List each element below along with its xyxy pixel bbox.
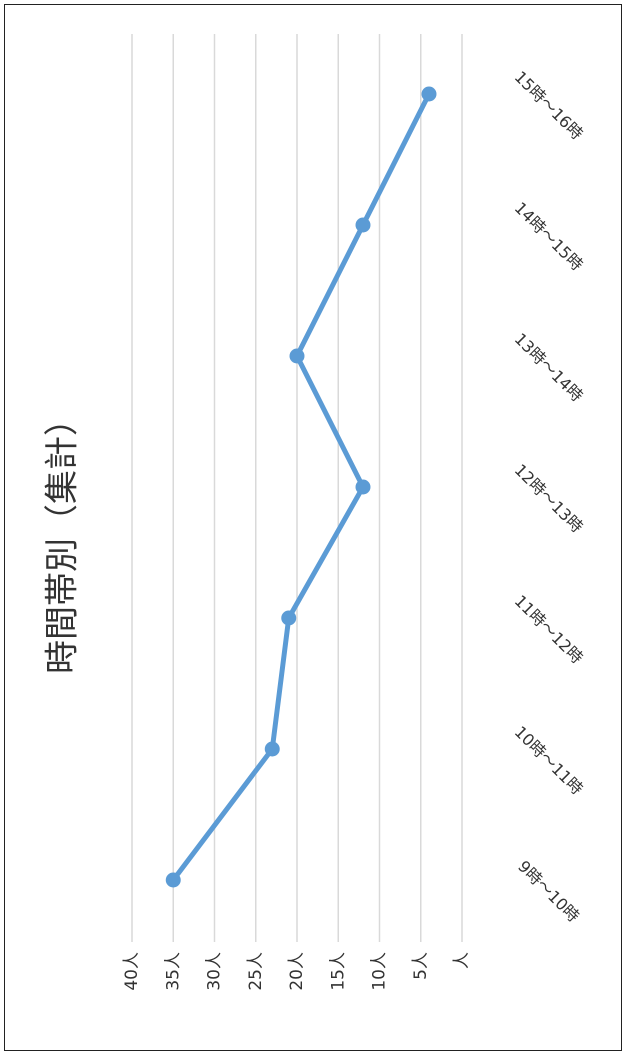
data-point: [421, 86, 437, 102]
y-tick-label: 25人: [246, 952, 266, 991]
category-labels: 9時～10時 10時～11時 11時～12時 12時～13時 13時～14時 14時～15…: [511, 67, 587, 926]
category-label: 9時～10時: [514, 857, 583, 926]
y-axis-tick-labels: 人 5人 10人 15人 20人 25人 30人 35人 40人: [122, 952, 472, 991]
category-label: 13時～14時: [511, 329, 587, 405]
data-point: [355, 217, 371, 233]
category-label: 11時～12時: [511, 591, 587, 667]
y-tick-label: 40人: [122, 952, 142, 991]
category-label: 15時～16時: [511, 67, 587, 143]
data-point: [355, 479, 371, 495]
y-tick-label: 10人: [370, 952, 390, 991]
category-label: 10時～11時: [511, 722, 587, 798]
category-label: 14時～15時: [511, 198, 587, 274]
chart-frame: [4, 4, 622, 1051]
data-point: [165, 872, 181, 888]
y-tick-label: 35人: [163, 952, 183, 991]
y-tick-label: 30人: [205, 952, 225, 991]
y-tick-label: 15人: [328, 952, 348, 991]
data-point: [264, 741, 280, 757]
series-line-group: [165, 86, 437, 888]
data-point: [281, 610, 297, 626]
y-tick-label: 5人: [411, 952, 431, 980]
chart-title: 時間帯別（集計）: [43, 402, 83, 674]
category-label: 12時～13時: [511, 460, 587, 536]
series-line: [170, 91, 432, 883]
data-point: [289, 348, 305, 364]
gridlines: [131, 34, 463, 942]
y-tick-label: 20人: [287, 952, 307, 991]
y-tick-label: 人: [452, 952, 472, 969]
